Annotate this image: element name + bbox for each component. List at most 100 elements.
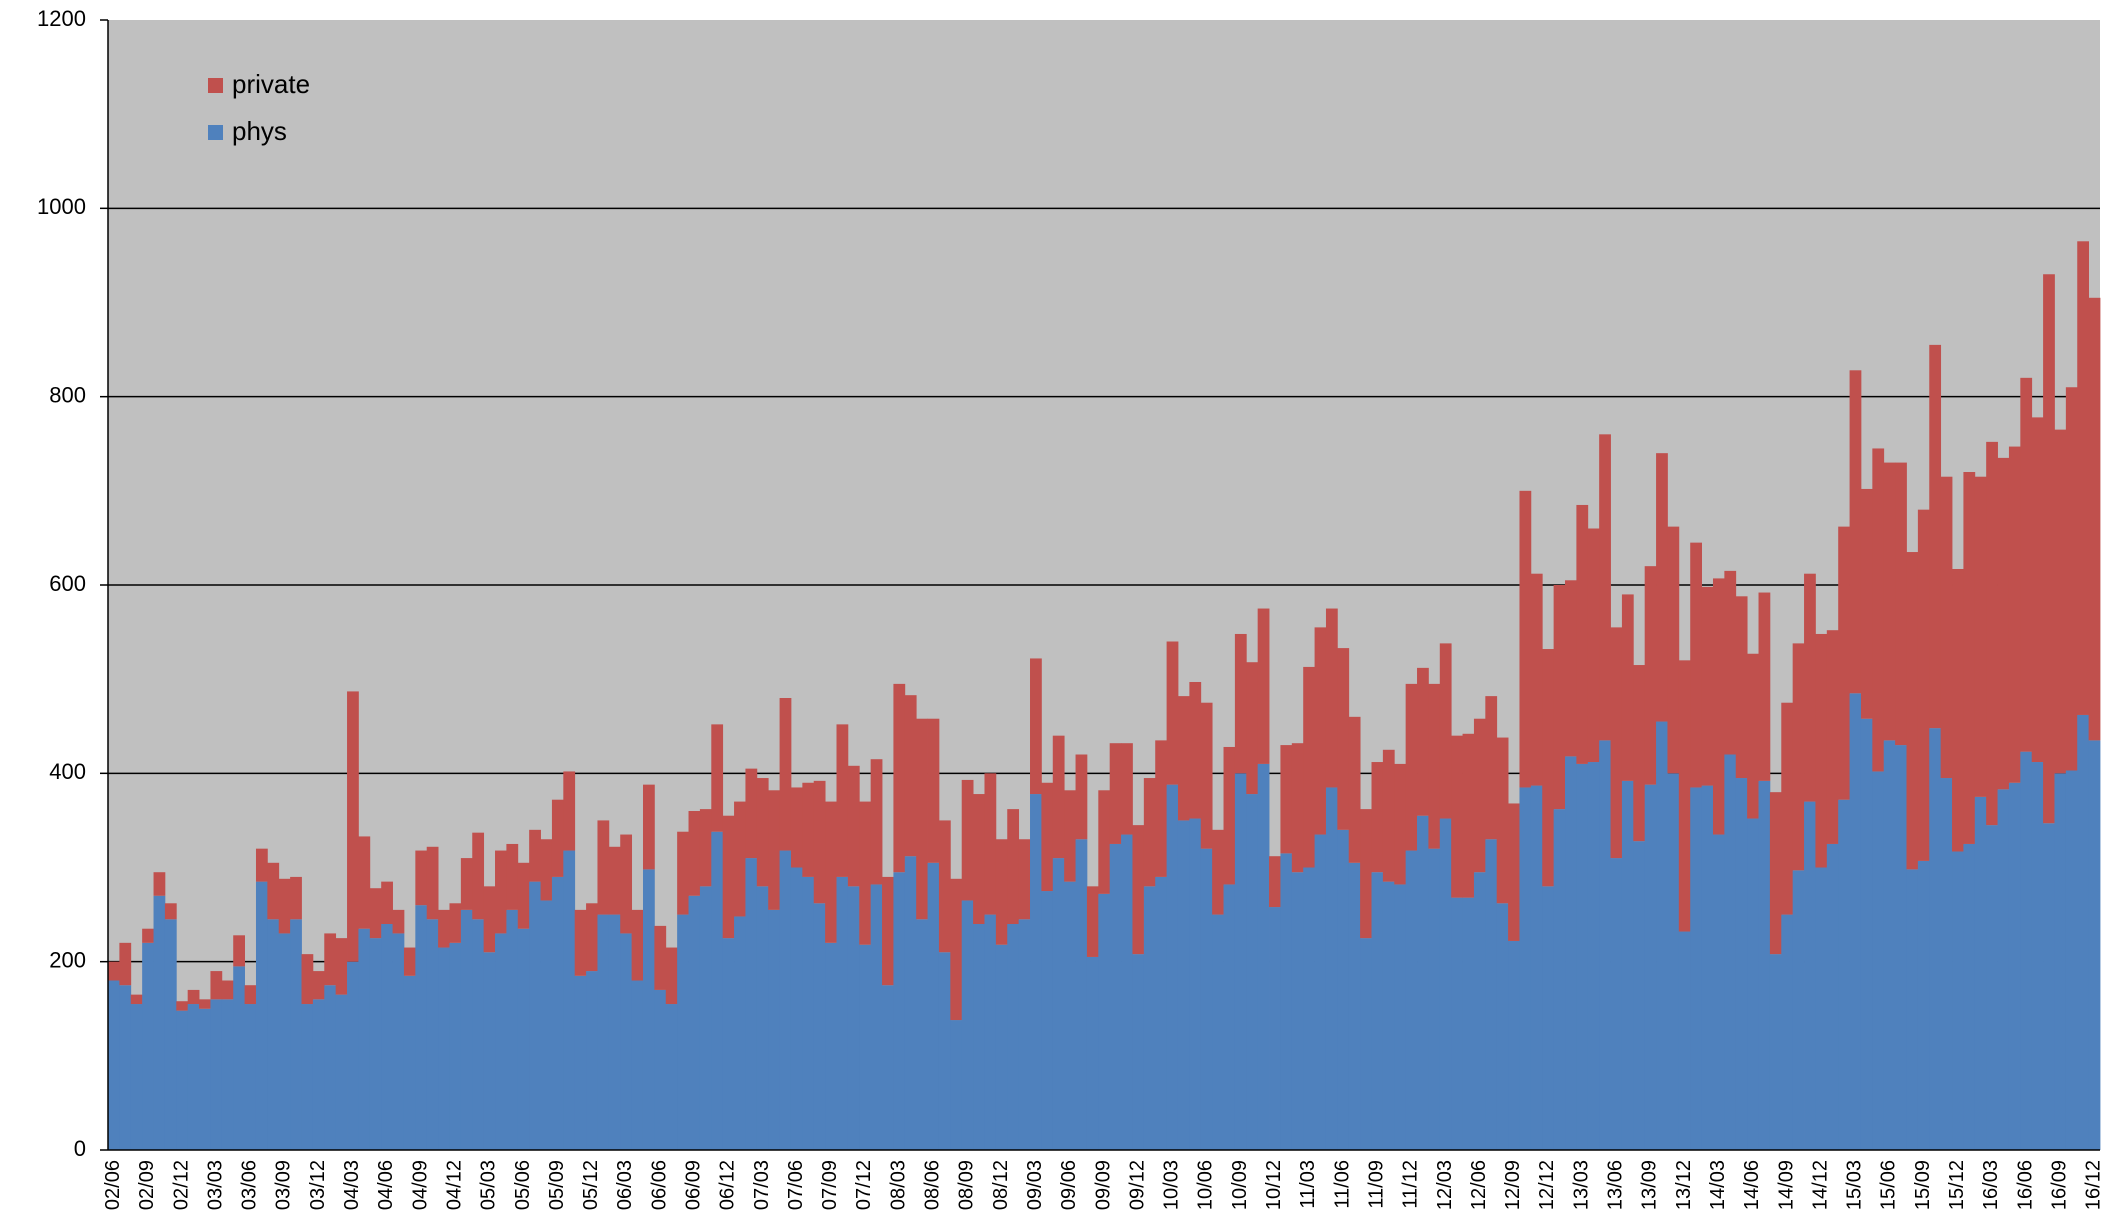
bar-segment — [2088, 740, 2101, 1150]
bar-segment — [1451, 897, 1463, 1150]
bar-segment — [1735, 596, 1748, 779]
bar-segment — [711, 724, 724, 832]
bar-segment — [1940, 476, 1953, 779]
bar-segment — [1473, 718, 1486, 873]
bar-segment — [756, 778, 769, 887]
x-tick-label: 13/06 — [1605, 1160, 1627, 1210]
bar-segment — [699, 809, 712, 887]
x-tick-label: 09/06 — [1058, 1160, 1080, 1210]
bar-segment — [1234, 633, 1247, 774]
x-tick-label: 15/09 — [1912, 1160, 1934, 1210]
bar-segment — [563, 771, 576, 851]
bar-segment — [768, 909, 780, 1150]
x-tick-label: 03/12 — [307, 1160, 329, 1210]
bar-segment — [961, 779, 974, 901]
bar-segment — [825, 942, 837, 1150]
x-tick-label: 14/12 — [1809, 1160, 1831, 1210]
bar-segment — [1883, 740, 1896, 1150]
bar-segment — [517, 928, 530, 1150]
legend-swatch — [208, 78, 223, 93]
bar-segment — [142, 928, 154, 943]
bar-segment — [2077, 714, 2090, 1150]
bar-segment — [1963, 472, 1976, 844]
bar-segment — [506, 843, 519, 910]
bar-segment — [483, 886, 496, 953]
bar-segment — [2043, 274, 2055, 824]
bar-segment — [1974, 476, 1987, 797]
bar-segment — [255, 881, 268, 1150]
bar-segment — [1246, 794, 1259, 1150]
bar-segment — [1348, 862, 1361, 1150]
bar-segment — [2020, 751, 2033, 1150]
x-tick-label: 13/12 — [1673, 1160, 1695, 1210]
bar-segment — [802, 876, 815, 1150]
bar-segment — [1576, 763, 1589, 1150]
bar-segment — [1473, 872, 1486, 1150]
bar-segment — [1109, 843, 1122, 1150]
bar-segment — [210, 999, 223, 1150]
bar-segment — [1348, 716, 1361, 863]
bar-segment — [1792, 643, 1805, 871]
bar-segment — [1815, 867, 1828, 1150]
bar-segment — [449, 942, 462, 1150]
bar-segment — [847, 765, 860, 887]
bar-segment — [1155, 876, 1168, 1150]
bar-segment — [1075, 839, 1088, 1150]
x-tick-label: 15/06 — [1878, 1160, 1900, 1210]
x-tick-label: 09/09 — [1092, 1160, 1114, 1210]
bar-segment — [813, 780, 826, 904]
bar-segment — [301, 1004, 314, 1150]
bar-segment — [1371, 872, 1384, 1150]
bar-segment — [1132, 825, 1145, 955]
bar-segment — [608, 846, 621, 915]
bar-segment — [1644, 566, 1657, 785]
bar-segment — [335, 994, 348, 1150]
x-tick-label: 04/09 — [409, 1160, 431, 1210]
x-tick-label: 09/12 — [1126, 1160, 1148, 1210]
bar-segment — [1758, 592, 1771, 781]
bar-segment — [472, 919, 485, 1150]
bar-segment — [1269, 907, 1281, 1150]
bar-segment — [597, 820, 610, 915]
bar-segment — [1041, 782, 1054, 892]
bar-segment — [290, 919, 302, 1150]
bar-segment — [1690, 542, 1702, 788]
bar-segment — [1621, 594, 1634, 781]
bar-segment — [1747, 818, 1759, 1150]
bar-segment — [1769, 954, 1782, 1150]
bar-segment — [392, 933, 405, 1150]
bar-segment — [506, 909, 519, 1150]
bar-segment — [882, 985, 894, 1150]
bar-segment — [415, 905, 428, 1150]
bar-segment — [768, 790, 780, 910]
bar-segment — [1291, 872, 1304, 1150]
bar-segment — [1451, 735, 1463, 898]
bar-segment — [119, 985, 132, 1150]
bar-segment — [1849, 370, 1862, 694]
bar-segment — [1098, 790, 1111, 894]
x-tick-label: 08/03 — [887, 1160, 909, 1210]
bar-segment — [1906, 869, 1919, 1150]
bar-segment — [1382, 749, 1395, 882]
bar-segment — [1223, 884, 1236, 1150]
bar-segment — [916, 718, 928, 920]
bar-segment — [335, 938, 348, 995]
bar-segment — [1781, 914, 1794, 1150]
bar-segment — [1018, 919, 1031, 1150]
bar-segment — [403, 947, 416, 976]
y-tick-label: 400 — [49, 759, 86, 784]
bar-segment — [2031, 762, 2044, 1150]
bar-segment — [1121, 743, 1133, 835]
bar-segment — [1963, 843, 1976, 1150]
bar-segment — [1291, 743, 1304, 873]
bar-segment — [312, 999, 325, 1150]
bar-segment — [392, 909, 405, 934]
x-tick-label: 10/12 — [1263, 1160, 1285, 1210]
x-tick-label: 03/09 — [273, 1160, 295, 1210]
bar-segment — [654, 989, 667, 1150]
x-tick-label: 02/06 — [102, 1160, 124, 1210]
bar-segment — [1371, 762, 1384, 873]
bar-segment — [1656, 721, 1668, 1150]
x-tick-label: 07/09 — [819, 1160, 841, 1210]
bar-segment — [1121, 834, 1133, 1150]
